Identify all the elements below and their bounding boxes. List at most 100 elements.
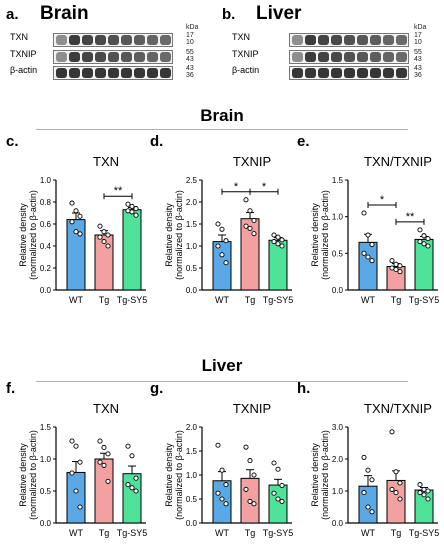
kda-marker: 43 <box>414 56 422 63</box>
blot-strip <box>53 50 173 64</box>
chart-title: TXN/TXNIP <box>364 154 432 169</box>
kda-marker: 43 <box>186 56 194 63</box>
y-axis-label: Relative density <box>164 443 174 507</box>
bar <box>66 471 86 524</box>
blot-protein-label: TXNIP <box>232 49 259 59</box>
data-point <box>73 208 79 214</box>
kda-marker: 10 <box>414 39 422 46</box>
blot-band <box>305 52 316 62</box>
data-point <box>219 496 225 502</box>
section-title-brain: Brain <box>200 106 244 125</box>
y-tick-label: 0.0 <box>332 286 344 295</box>
blot-band <box>108 35 119 45</box>
blot-band <box>121 68 132 78</box>
data-point <box>393 490 399 496</box>
data-point <box>361 454 367 460</box>
data-point <box>105 243 111 249</box>
data-point <box>243 444 249 450</box>
kda-marker: 43 <box>414 65 422 72</box>
data-point <box>247 458 253 464</box>
y-tick-label: 1.0 <box>332 487 344 496</box>
y-axis-label: (normalized to β-actin) <box>174 190 184 280</box>
data-point <box>129 203 135 209</box>
data-point <box>243 197 249 203</box>
y-tick-label: 1.0 <box>332 213 344 222</box>
blot-band <box>292 68 303 78</box>
y-tick-label: 2.0 <box>186 198 198 207</box>
data-point <box>101 462 107 468</box>
kda-unit: kDa <box>414 24 427 31</box>
blot-band <box>370 52 381 62</box>
bar <box>358 241 378 291</box>
data-point <box>417 239 423 245</box>
data-point <box>389 258 395 264</box>
data-point <box>243 223 249 229</box>
blot-band <box>344 68 355 78</box>
data-point <box>243 486 249 492</box>
data-point <box>365 254 371 260</box>
y-axis-label: Relative density <box>18 443 28 507</box>
y-tick-label: 0.4 <box>40 242 52 251</box>
bar <box>268 484 288 524</box>
data-point <box>247 498 253 504</box>
y-tick-label: 0.8 <box>40 198 52 207</box>
x-tick-label: WT <box>69 528 83 538</box>
data-point <box>425 496 431 502</box>
data-point <box>77 459 83 465</box>
data-point <box>73 229 79 235</box>
data-point <box>105 232 111 238</box>
blot-band <box>56 68 67 78</box>
x-tick-label: Tg <box>245 295 256 305</box>
section-divider <box>36 381 408 382</box>
y-tick-label: 1.0 <box>40 176 52 185</box>
data-point <box>129 453 135 459</box>
blot-band <box>121 35 132 45</box>
data-point <box>369 477 375 483</box>
data-point <box>73 488 79 494</box>
blot-band <box>147 35 158 45</box>
blot-band <box>160 52 171 62</box>
data-point <box>223 260 229 266</box>
x-tick-label: Tg <box>391 295 402 305</box>
kda-marker: 17 <box>414 32 422 39</box>
y-tick-label: 2.0 <box>186 423 198 432</box>
blot-band <box>318 52 329 62</box>
blot-band <box>331 35 342 45</box>
blot-band <box>134 52 145 62</box>
x-tick-label: Tg <box>391 528 402 538</box>
y-tick-label: 2.5 <box>186 176 198 185</box>
bar <box>268 239 288 291</box>
x-tick-label: WT <box>215 295 229 305</box>
data-point <box>129 485 135 491</box>
data-point <box>219 252 225 258</box>
y-axis-label: (normalized to β-actin) <box>320 430 330 520</box>
data-point <box>97 223 103 229</box>
data-point <box>275 241 281 247</box>
x-tick-label: Tg-SY5 <box>263 528 294 538</box>
blot-band <box>108 68 119 78</box>
blot-tissue-title: Brain <box>40 3 89 24</box>
data-point <box>421 492 427 498</box>
blot-strip <box>289 50 409 64</box>
kda-marker: 36 <box>186 72 194 79</box>
data-point <box>77 504 83 510</box>
y-tick-label: 0.5 <box>186 495 198 504</box>
data-point <box>215 490 221 496</box>
y-tick-label: 0.5 <box>40 487 52 496</box>
x-tick-label: Tg-SY5 <box>263 295 294 305</box>
y-tick-label: 0.0 <box>40 519 52 528</box>
panel-label: c. <box>6 133 19 150</box>
chart-title: TXN/TXNIP <box>364 401 432 416</box>
data-point <box>125 443 131 449</box>
blot-band <box>383 68 394 78</box>
data-point <box>101 239 107 245</box>
kda-marker: 55 <box>186 49 194 56</box>
data-point <box>421 241 427 247</box>
data-point <box>251 472 257 478</box>
data-point <box>101 444 107 451</box>
blot-band <box>95 68 106 78</box>
data-point <box>219 226 225 232</box>
x-tick-label: WT <box>361 528 375 538</box>
blot-band <box>318 35 329 45</box>
data-point <box>361 210 367 216</box>
